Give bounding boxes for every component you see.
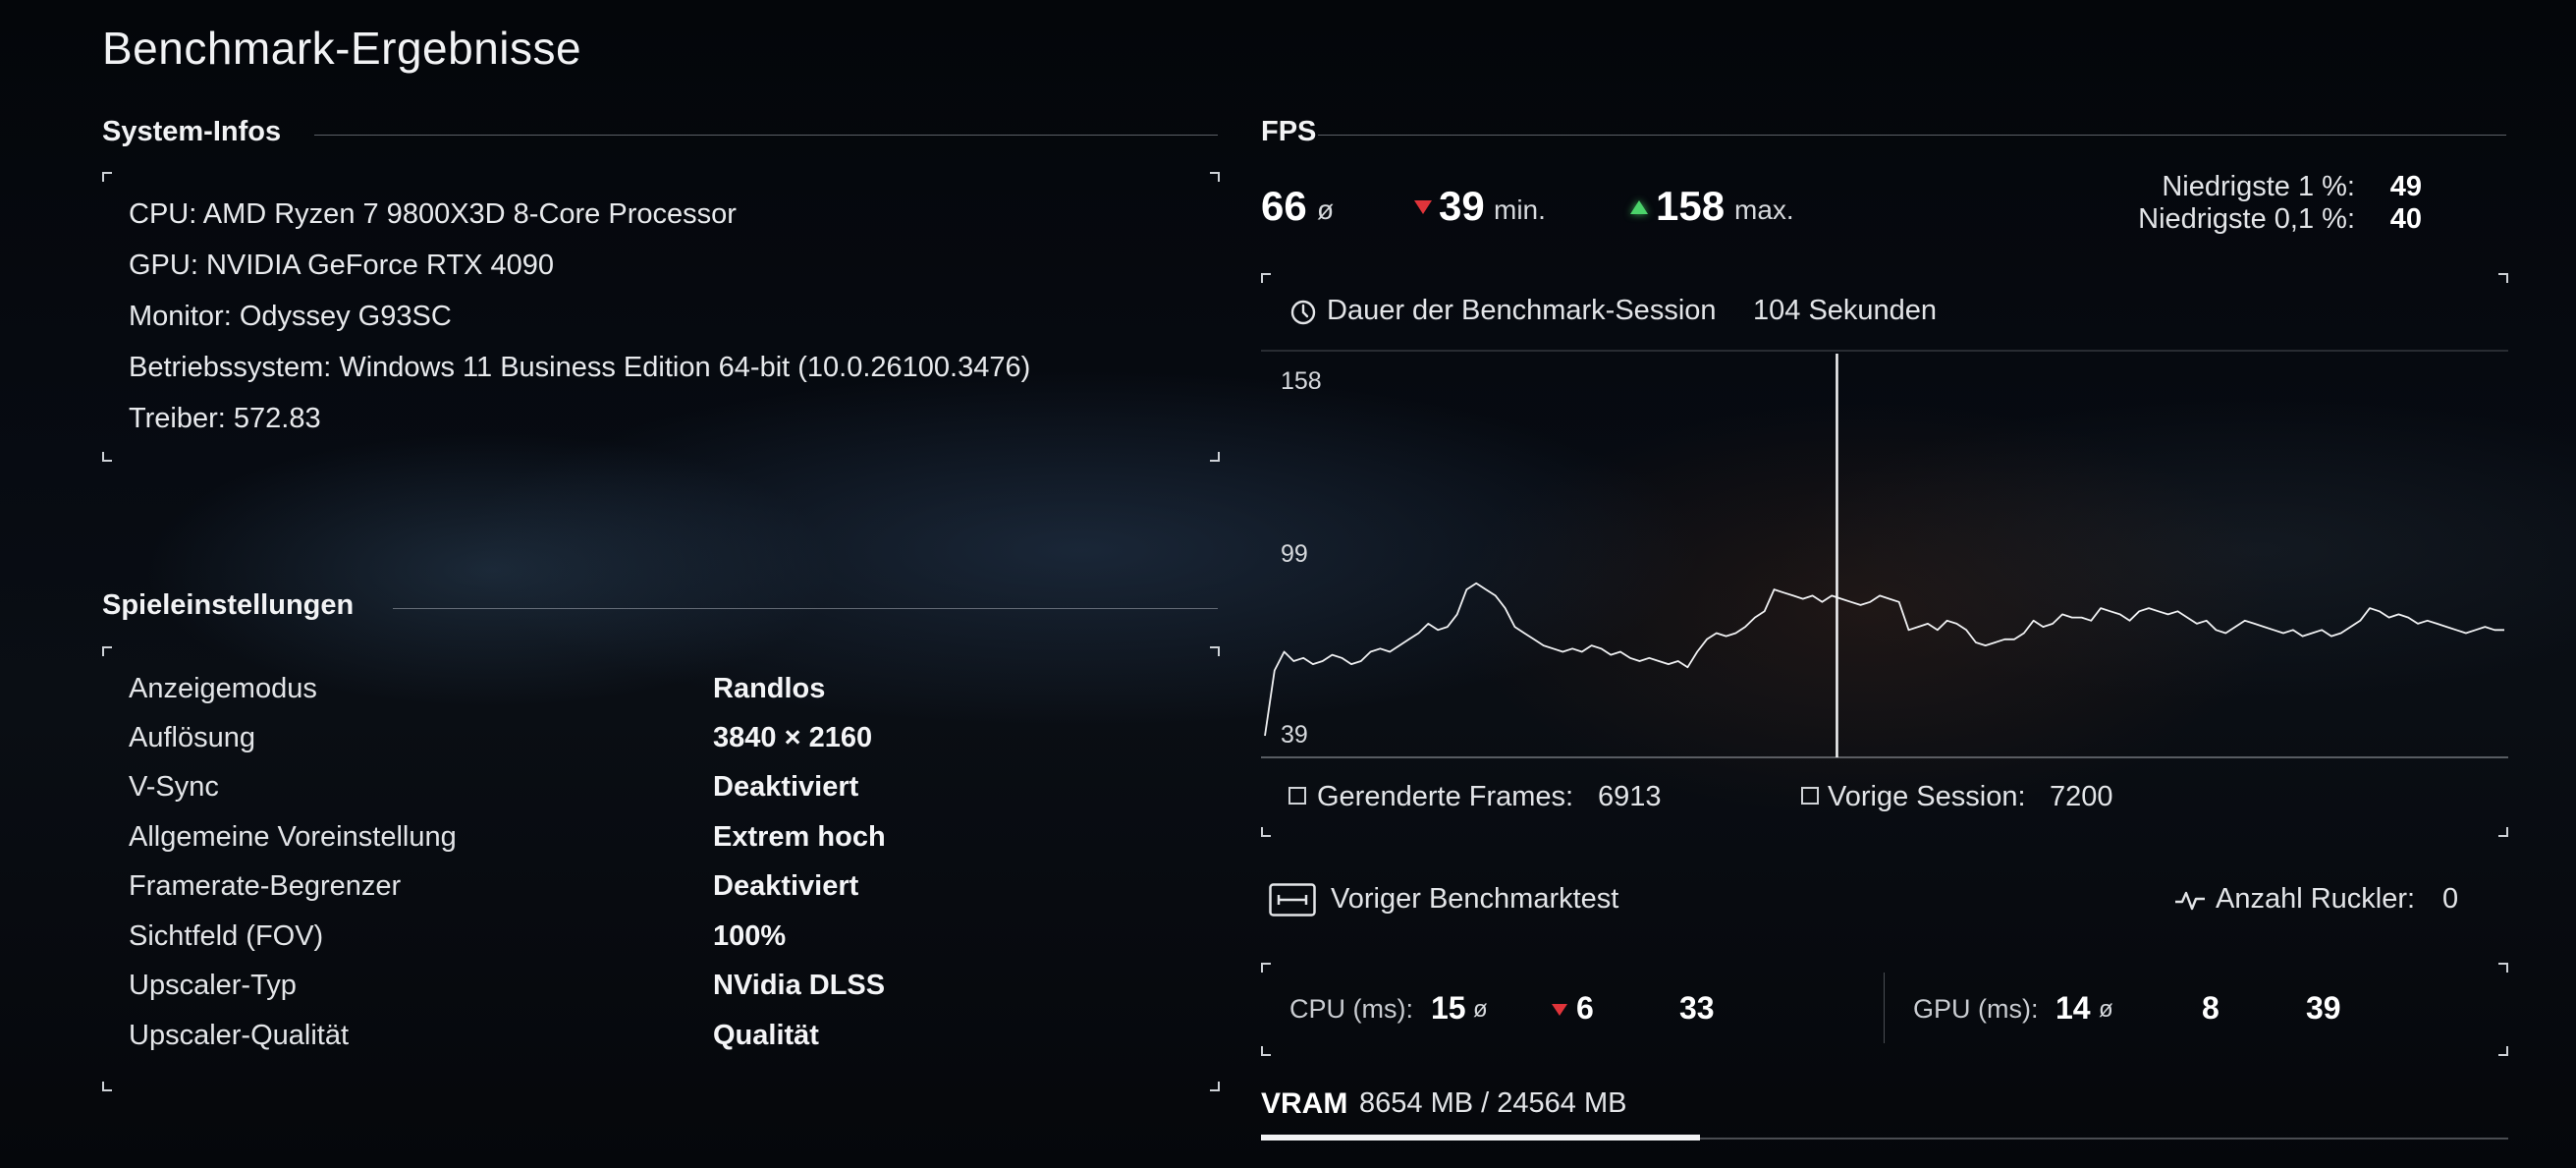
previous-session-label: Vorige Session: (1828, 781, 2026, 812)
page-title: Benchmark-Ergebnisse (102, 23, 582, 74)
setting-value-upscaler-quality: Qualität (713, 1020, 819, 1051)
gpu-avg-value: 14 (2055, 990, 2091, 1026)
fps-lows: Niedrigste 1 %: 49 Niedrigste 0,1 %: 40 (1931, 171, 2422, 236)
rendered-frames-label: Gerenderte Frames: (1317, 781, 1574, 812)
setting-value-frame-limiter: Deaktiviert (713, 870, 859, 902)
y-tick-label-158: 158 (1281, 367, 1322, 395)
system-info-heading: System-Infos (102, 116, 282, 147)
session-duration-value: 104 Sekunden (1753, 295, 1938, 326)
setting-value-display-mode: Randlos (713, 673, 826, 704)
vram-value: 8654 MB / 24564 MB (1359, 1087, 1627, 1119)
previous-session-checkbox[interactable] (1801, 787, 1819, 805)
system-info-panel (102, 172, 1220, 462)
game-settings-panel (102, 646, 1220, 1091)
fps-heading: FPS (1261, 116, 1317, 147)
y-tick-label-99: 99 (1281, 540, 1308, 568)
setting-label-upscaler-type: Upscaler-Typ (129, 970, 297, 1001)
system-cpu: CPU: AMD Ryzen 7 9800X3D 8-Core Processo… (129, 198, 737, 230)
low1-value: 49 (2389, 171, 2422, 202)
rendered-frames-value: 6913 (1598, 781, 1662, 812)
stutter-pulse-icon (2175, 891, 2205, 911)
low1-label: Niedrigste 1 %: (2162, 171, 2355, 202)
fps-min-label: min. (1494, 195, 1546, 225)
fps-min-value: 39 (1439, 183, 1485, 229)
setting-value-fov: 100% (713, 920, 787, 952)
fps-chart: 158 99 39 (1261, 350, 2508, 758)
low01-value: 40 (2389, 203, 2422, 235)
fps-rule (1318, 135, 2506, 136)
clock-icon (1290, 300, 1316, 325)
vram-bar-track (1261, 1138, 2508, 1140)
game-settings-rule (393, 608, 1218, 609)
stutter-count-value: 0 (2442, 883, 2459, 915)
setting-label-resolution: Auflösung (129, 722, 255, 753)
fps-max-label: max. (1734, 195, 1794, 225)
setting-value-upscaler-type: NVidia DLSS (713, 970, 886, 1001)
setting-value-resolution: 3840 × 2160 (713, 722, 873, 753)
setting-label-vsync: V-Sync (129, 771, 219, 803)
gpu-max-value: 39 (2306, 990, 2341, 1026)
stutter-count-label: Anzahl Ruckler: (2216, 883, 2416, 915)
setting-label-frame-limiter: Framerate-Begrenzer (129, 870, 402, 902)
cpu-min-value: 6 (1576, 990, 1594, 1026)
fps-avg-value: 66 (1261, 183, 1307, 229)
cpu-avg-symbol: ø (1473, 996, 1488, 1023)
system-gpu: GPU: NVIDIA GeForce RTX 4090 (129, 250, 555, 281)
cpu-max-value: 33 (1679, 990, 1715, 1026)
fps-chart-panel (1261, 273, 2508, 837)
setting-value-preset: Extrem hoch (713, 821, 886, 853)
setting-label-fov: Sichtfeld (FOV) (129, 920, 324, 952)
fps-series-line (1264, 582, 2504, 737)
vram-label: VRAM (1261, 1087, 1348, 1120)
previous-benchmark-label[interactable]: Voriger Benchmarktest (1331, 883, 1619, 915)
cpu-avg-value: 15 (1431, 990, 1466, 1026)
system-monitor: Monitor: Odyssey G93SC (129, 301, 452, 332)
cpu-ms-label: CPU (ms): (1289, 994, 1413, 1024)
min-down-icon (1414, 200, 1432, 214)
rendered-frames-checkbox[interactable] (1288, 787, 1306, 805)
gpu-min-value: 8 (2202, 990, 2220, 1026)
system-info-rule (314, 135, 1218, 136)
vram-bar-fill (1261, 1135, 1700, 1140)
gpu-ms-label: GPU (ms): (1913, 994, 2039, 1024)
session-duration-label: Dauer der Benchmark-Session (1327, 295, 1717, 326)
system-os: Betriebssystem: Windows 11 Business Edit… (129, 352, 1031, 383)
gpu-avg-symbol: ø (2099, 996, 2113, 1023)
previous-benchmark-icon[interactable] (1269, 883, 1316, 917)
previous-session-value: 7200 (2050, 781, 2113, 812)
setting-label-display-mode: Anzeigemodus (129, 673, 317, 704)
cpu-min-down-icon (1552, 1004, 1567, 1016)
system-driver: Treiber: 572.83 (129, 403, 321, 434)
max-up-icon (1630, 200, 1648, 214)
fps-max-value: 158 (1656, 183, 1726, 229)
y-tick-label-39: 39 (1281, 721, 1308, 749)
frametime-panel (1261, 963, 2508, 1056)
setting-label-preset: Allgemeine Voreinstellung (129, 821, 457, 853)
low01-label: Niedrigste 0,1 %: (2138, 203, 2355, 235)
setting-value-vsync: Deaktiviert (713, 771, 859, 803)
fps-avg-symbol: ø (1317, 195, 1335, 225)
game-settings-heading: Spieleinstellungen (102, 589, 355, 621)
frametime-divider (1884, 973, 1885, 1043)
setting-label-upscaler-quality: Upscaler-Qualität (129, 1020, 350, 1051)
